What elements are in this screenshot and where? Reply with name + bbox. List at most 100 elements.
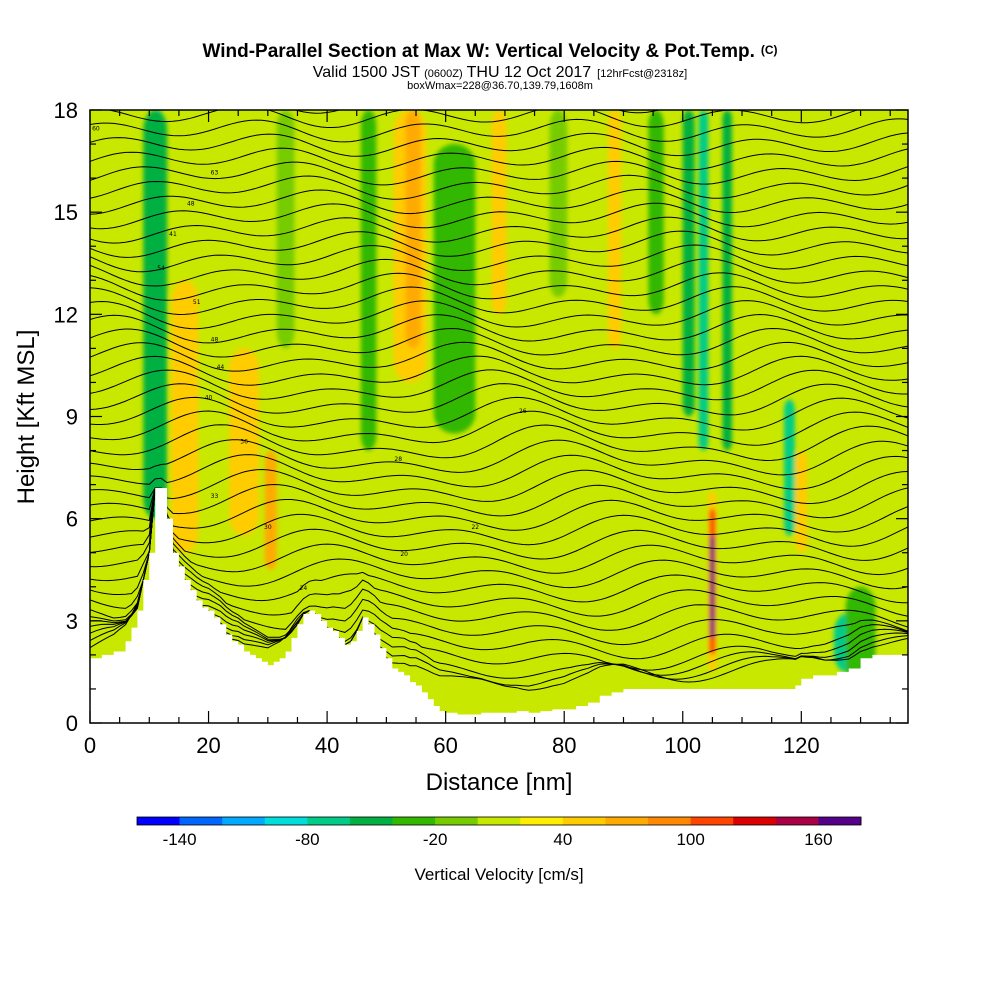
chart-subtitle: Valid 1500 JST (0600Z) THU 12 Oct 2017 [12h… bbox=[313, 64, 687, 81]
y-tick-6: 6 bbox=[66, 507, 78, 532]
colorbar-swatch-4 bbox=[307, 817, 351, 825]
theta-label-14: 24 bbox=[300, 585, 308, 592]
velocity-cell-21 bbox=[722, 110, 732, 451]
colorbar-swatch-15 bbox=[775, 817, 819, 825]
theta-label-2: 48 bbox=[187, 200, 195, 207]
isentrope-31 bbox=[90, 244, 908, 273]
velocity-cell-7 bbox=[360, 110, 377, 451]
velocity-cell-11 bbox=[433, 144, 476, 434]
isentrope-15 bbox=[90, 468, 908, 505]
isentrope-24 bbox=[90, 341, 908, 372]
isentrope-4 bbox=[90, 487, 908, 660]
velocity-cell-22 bbox=[784, 399, 795, 536]
colorbar-swatch-1 bbox=[179, 817, 223, 825]
theta-label-3: 41 bbox=[169, 231, 177, 238]
utc-time: (0600Z) bbox=[424, 68, 463, 80]
colorbar-swatch-3 bbox=[264, 817, 308, 825]
isentrope-29 bbox=[90, 272, 908, 301]
axis-ticks bbox=[89, 109, 908, 724]
colorbar-swatch-11 bbox=[605, 817, 649, 825]
isentrope-36 bbox=[90, 174, 908, 200]
theta-label-1: 63 bbox=[211, 170, 219, 177]
colorbar-swatch-5 bbox=[349, 817, 394, 825]
forecast-info: [12hrFcst@2318z] bbox=[597, 68, 687, 80]
isentrope-22 bbox=[90, 369, 908, 401]
isentrope-19 bbox=[90, 410, 908, 446]
isentrope-14 bbox=[90, 483, 908, 519]
theta-label-16: 20 bbox=[400, 551, 408, 558]
isentrope-32 bbox=[90, 230, 908, 258]
colorbar-swatch-12 bbox=[648, 817, 692, 825]
y-tick-9: 9 bbox=[66, 405, 78, 430]
valid-date: THU 12 Oct 2017 bbox=[467, 64, 592, 81]
y-tick-12: 12 bbox=[54, 302, 78, 327]
colorbar-swatch-7 bbox=[435, 817, 479, 825]
colorbar-label-0: -140 bbox=[163, 830, 197, 849]
colorbar-swatch-8 bbox=[477, 817, 521, 825]
colorbar-swatch-9 bbox=[520, 817, 564, 825]
isentrope-21 bbox=[90, 383, 908, 416]
x-tick-40: 40 bbox=[315, 733, 339, 758]
x-tick-20: 20 bbox=[196, 733, 220, 758]
theta-label-15: 22 bbox=[471, 524, 479, 531]
theta-label-7: 44 bbox=[217, 364, 225, 371]
colorbar-label-4: 100 bbox=[676, 830, 704, 849]
velocity-cell-16 bbox=[682, 110, 695, 417]
y-tick-3: 3 bbox=[66, 609, 78, 634]
x-tick-labels: 0 20 40 60 80 100 120 bbox=[84, 733, 820, 758]
y-tick-18: 18 bbox=[54, 98, 78, 123]
theta-label-12: 28 bbox=[394, 456, 402, 463]
theta-label-8: 40 bbox=[205, 394, 213, 401]
colorbar-label-2: -20 bbox=[423, 830, 448, 849]
potential-temperature-contours bbox=[90, 110, 908, 691]
velocity-cell-1 bbox=[143, 110, 168, 519]
isentrope-40 bbox=[90, 118, 908, 143]
isentrope-11 bbox=[90, 487, 908, 561]
velocity-cell-3 bbox=[171, 280, 199, 553]
isentrope-35 bbox=[90, 188, 908, 215]
colorbar-swatch-6 bbox=[392, 817, 436, 825]
colorbar-label-3: 40 bbox=[553, 830, 572, 849]
y-tick-labels: 0 3 6 9 12 15 18 bbox=[54, 98, 78, 736]
colorbar-label-1: -80 bbox=[295, 830, 320, 849]
theta-label-10: 33 bbox=[211, 493, 219, 500]
velocity-cell-20 bbox=[710, 535, 715, 638]
colorbar-swatch-13 bbox=[690, 817, 734, 825]
chart-title: Wind-Parallel Section at Max W: Vertical… bbox=[202, 41, 777, 62]
isentrope-3 bbox=[90, 487, 908, 671]
isentrope-27 bbox=[90, 300, 908, 330]
isentrope-16 bbox=[90, 454, 908, 490]
isentrope-13 bbox=[90, 487, 908, 533]
theta-label-9: 36 bbox=[240, 439, 248, 446]
x-tick-60: 60 bbox=[433, 733, 457, 758]
potential-temperature-labels: 60 63 48 41 54 51 48 44 40 36 33 30 28 26 24 22 20 bbox=[92, 125, 527, 592]
isentrope-10 bbox=[90, 487, 908, 576]
x-tick-100: 100 bbox=[664, 733, 701, 758]
y-tick-15: 15 bbox=[54, 200, 78, 225]
isentrope-30 bbox=[90, 258, 908, 287]
x-tick-120: 120 bbox=[783, 733, 820, 758]
y-tick-0: 0 bbox=[66, 711, 78, 736]
terrain bbox=[90, 488, 908, 723]
isentrope-38 bbox=[90, 146, 908, 172]
x-tick-0: 0 bbox=[84, 733, 96, 758]
chart-box-info: boxWmax=228@36.70,139.79,1608m bbox=[407, 80, 593, 92]
theta-label-5: 51 bbox=[193, 299, 201, 306]
isentrope-26 bbox=[90, 313, 908, 344]
colorbar-swatch-16 bbox=[818, 817, 862, 825]
isentrope-6 bbox=[90, 487, 908, 631]
isentrope-17 bbox=[90, 439, 908, 476]
velocity-cell-6 bbox=[276, 110, 295, 349]
isentrope-23 bbox=[90, 355, 908, 386]
velocity-cell-23 bbox=[795, 450, 808, 553]
valid-time: Valid 1500 JST bbox=[313, 64, 421, 81]
velocity-cell-9 bbox=[405, 110, 421, 349]
isentrope-5 bbox=[90, 487, 908, 646]
colorbar bbox=[136, 816, 862, 826]
isentrope-41 bbox=[105, 110, 860, 128]
y-axis-title: Height [Kft MSL] bbox=[13, 330, 40, 505]
isentrope-39 bbox=[90, 132, 908, 157]
colorbar-swatch-14 bbox=[733, 817, 777, 825]
isentrope-25 bbox=[90, 327, 908, 358]
